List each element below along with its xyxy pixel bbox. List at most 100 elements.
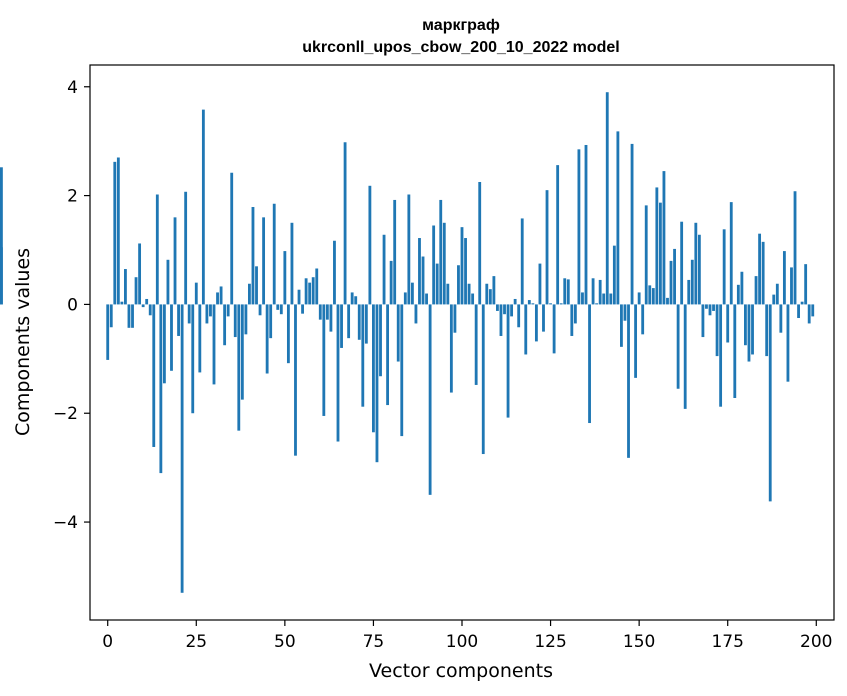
bar [797, 304, 800, 319]
bar [591, 278, 595, 305]
bar [159, 304, 163, 474]
bar [389, 260, 393, 305]
bar [131, 304, 134, 328]
bar [258, 304, 262, 316]
bar [527, 300, 531, 305]
bar [768, 304, 772, 502]
bar [379, 304, 382, 377]
bar [623, 304, 627, 321]
bar [616, 131, 620, 305]
bar [216, 292, 219, 305]
y-axis-ticks: −4 −2 0 2 4 [53, 78, 90, 533]
bar [170, 304, 173, 371]
bar [290, 222, 294, 305]
bar [205, 304, 209, 324]
bar [425, 293, 428, 305]
bar [297, 289, 301, 305]
bar [471, 293, 475, 305]
bar [510, 304, 514, 317]
bar [573, 304, 577, 324]
bar [396, 304, 400, 362]
bar [173, 217, 177, 305]
bar [641, 304, 645, 335]
bar [301, 304, 304, 314]
bar [421, 256, 425, 305]
bar [772, 294, 776, 305]
chart-title: маркграф [422, 17, 500, 34]
bar [286, 304, 290, 364]
bar [457, 265, 460, 305]
bar [751, 304, 754, 355]
bar [715, 304, 719, 357]
y-tick-label: 2 [67, 187, 78, 207]
bar [386, 304, 390, 406]
bar [804, 264, 808, 305]
bars-group [0, 92, 815, 593]
bar [212, 304, 216, 385]
bar [453, 304, 457, 333]
bar [311, 277, 315, 305]
bar [566, 279, 570, 305]
bar [722, 229, 726, 305]
bar [375, 304, 379, 463]
bar [694, 222, 698, 305]
bar [481, 304, 485, 455]
bar [775, 283, 779, 305]
bar [708, 304, 712, 316]
bar [141, 304, 145, 308]
bar [687, 279, 691, 305]
bar [201, 109, 205, 305]
bar [148, 304, 152, 316]
bar [350, 292, 354, 305]
bar [325, 304, 329, 320]
bar [609, 293, 613, 305]
bar [545, 190, 549, 305]
bar [584, 144, 588, 305]
bar [435, 263, 439, 305]
bar [240, 304, 244, 400]
bar [248, 283, 251, 305]
bar [779, 304, 783, 333]
bar [658, 202, 662, 305]
bar [138, 243, 142, 305]
bar [315, 268, 319, 305]
bar [811, 304, 815, 317]
bar [662, 171, 666, 305]
bar [333, 240, 336, 305]
bar [449, 304, 453, 393]
bar [116, 157, 120, 305]
bar [807, 304, 811, 324]
x-tick-label: 150 [623, 632, 655, 652]
bar [428, 304, 432, 495]
bar [637, 292, 641, 305]
bar [488, 289, 492, 305]
bar [233, 304, 237, 338]
bar [588, 304, 591, 424]
bar [793, 191, 797, 305]
bar [304, 278, 308, 305]
bar [577, 149, 581, 305]
bar [800, 301, 804, 305]
bar [432, 225, 436, 305]
bar [758, 233, 762, 305]
bar [336, 304, 340, 442]
bar [251, 207, 255, 305]
x-tick-label: 175 [711, 632, 743, 652]
bar [506, 304, 510, 418]
x-tick-label: 125 [534, 632, 566, 652]
x-tick-label: 200 [800, 632, 832, 652]
bar [542, 304, 545, 332]
bar [786, 304, 790, 382]
bar [726, 304, 730, 343]
bar [357, 304, 361, 340]
bar [294, 304, 297, 456]
bar [485, 283, 489, 305]
bar [0, 167, 3, 305]
bar [340, 304, 343, 348]
bar [361, 304, 365, 407]
bar [492, 276, 496, 305]
bar [563, 278, 567, 305]
bar [683, 304, 687, 409]
bar [496, 304, 499, 311]
bar [627, 304, 630, 458]
